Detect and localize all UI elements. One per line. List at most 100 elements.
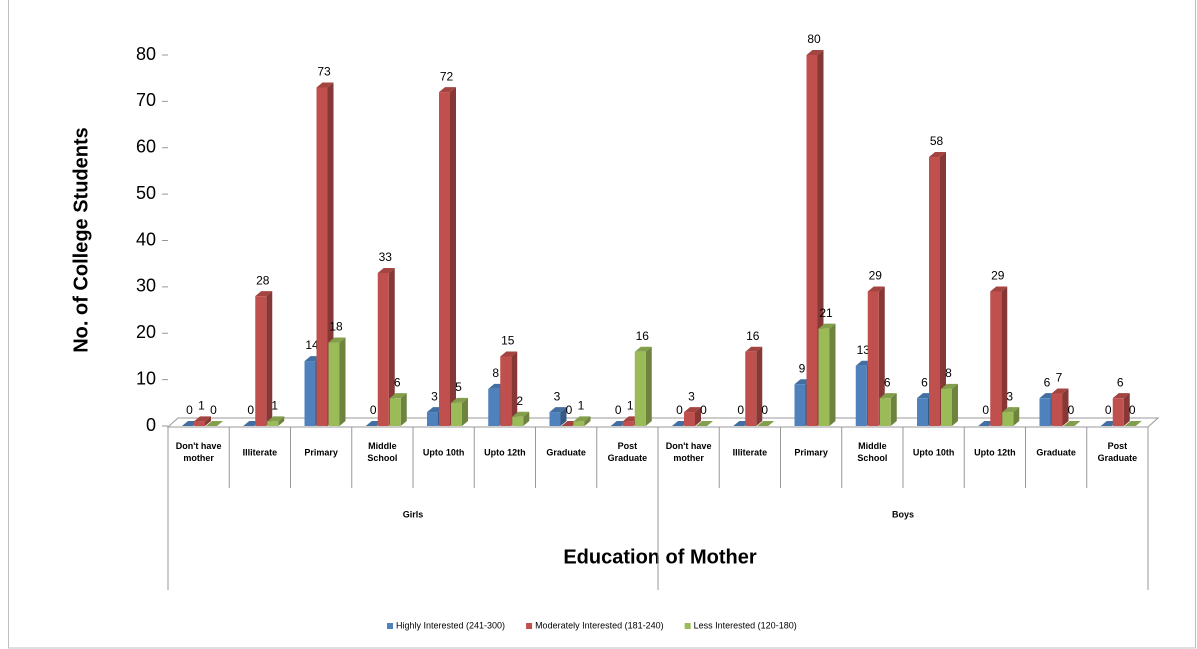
bar-top (990, 286, 1008, 292)
bar-side (278, 416, 285, 426)
legend-label: Highly Interested (241-300) (396, 620, 505, 630)
bar-top (512, 411, 530, 417)
bar-side (584, 416, 591, 426)
data-label: 16 (636, 329, 650, 343)
bar-side (829, 323, 836, 426)
bar-side (645, 346, 652, 426)
bar-side (339, 337, 346, 426)
bar (500, 356, 512, 426)
bar-side (1062, 388, 1069, 426)
data-label: 3 (1006, 389, 1013, 403)
data-label: 0 (1068, 403, 1075, 417)
bar (990, 291, 1002, 426)
bar-side (523, 411, 530, 426)
x-tick-label: Illiterate (733, 447, 768, 457)
y-tick-label: 20 (136, 322, 156, 342)
data-label: 72 (440, 69, 454, 83)
bar-top (867, 286, 885, 292)
data-label: 0 (210, 403, 217, 417)
x-tick-label: Graduate (1036, 447, 1076, 457)
bar (427, 412, 438, 426)
x-tick-label: Upto 10th (423, 447, 465, 457)
data-label: 6 (1117, 375, 1124, 389)
bar (304, 361, 316, 426)
bar-side (266, 291, 273, 426)
data-label: 16 (746, 329, 760, 343)
x-tick-label: Don't have mother (666, 441, 712, 463)
bar (389, 398, 401, 426)
y-axis-title: No. of College Students (70, 127, 92, 353)
data-label: 0 (737, 403, 744, 417)
data-label: 3 (688, 389, 695, 403)
bar-side (450, 87, 456, 426)
bar-top (500, 351, 518, 357)
bar (806, 55, 818, 426)
x-tick-label: Upto 10th (913, 447, 955, 457)
data-label: 6 (884, 375, 891, 389)
x-tick-line: Graduate (1098, 453, 1138, 463)
data-label: 21 (819, 306, 833, 320)
bar (794, 384, 806, 426)
data-label: 3 (431, 389, 438, 403)
x-tick-label: Illiterate (243, 447, 278, 457)
x-tick-label: Primary (794, 447, 828, 457)
x-tick-label: Middle School (367, 441, 397, 463)
y-tick-label: 10 (136, 368, 156, 388)
data-label: 73 (317, 65, 331, 79)
x-tick-line: School (857, 453, 887, 463)
bar-top (818, 323, 836, 329)
bar-top (1063, 421, 1081, 426)
bar (867, 291, 879, 426)
bar (634, 351, 646, 426)
bar-top (941, 383, 958, 389)
bar (439, 92, 450, 426)
bar-side (952, 383, 958, 426)
bar-side (940, 152, 946, 426)
data-label: 0 (247, 403, 254, 417)
data-label: 18 (329, 320, 343, 334)
bar (929, 157, 940, 426)
x-tick-label: Middle School (857, 441, 887, 463)
bar-side (462, 397, 468, 426)
floor (166, 417, 1160, 428)
group-label: Girls (403, 509, 424, 519)
data-label: 0 (566, 403, 573, 417)
bar-side (205, 416, 211, 426)
y-tick-label: 50 (136, 183, 156, 203)
y-tick-label: 70 (136, 90, 156, 110)
bar-side (756, 346, 763, 426)
data-label: 58 (930, 134, 944, 148)
chart-border (8, 0, 1196, 649)
data-label: 0 (1129, 403, 1136, 417)
data-label: 0 (615, 403, 622, 417)
bar-top (806, 50, 824, 55)
bar-side (388, 267, 395, 426)
bar-side (1013, 407, 1020, 426)
data-label: 28 (256, 273, 270, 287)
x-tick-line: Don't have (176, 441, 222, 451)
bar (377, 272, 389, 426)
bar (622, 421, 634, 426)
bar-top (696, 421, 713, 426)
bar-top (634, 346, 652, 352)
bar-top (549, 407, 567, 413)
y-tick-label: 80 (136, 44, 156, 64)
legend-label: Moderately Interested (181-240) (535, 620, 664, 630)
bar (684, 412, 695, 426)
data-label: 80 (807, 32, 821, 46)
legend-swatch (526, 623, 533, 629)
bar-top (757, 421, 775, 426)
bar-side (890, 393, 897, 426)
data-label: 33 (379, 250, 393, 264)
bar-top (328, 337, 346, 343)
data-label: 7 (1056, 371, 1063, 385)
bar (451, 402, 462, 426)
data-label: 0 (700, 403, 707, 417)
bar-top (377, 267, 395, 273)
data-label: 2 (516, 394, 523, 408)
bar-side (1001, 286, 1008, 426)
bar-top (879, 393, 897, 399)
data-label: 1 (627, 399, 634, 413)
bar-top (255, 291, 273, 297)
bar-top (573, 416, 591, 422)
